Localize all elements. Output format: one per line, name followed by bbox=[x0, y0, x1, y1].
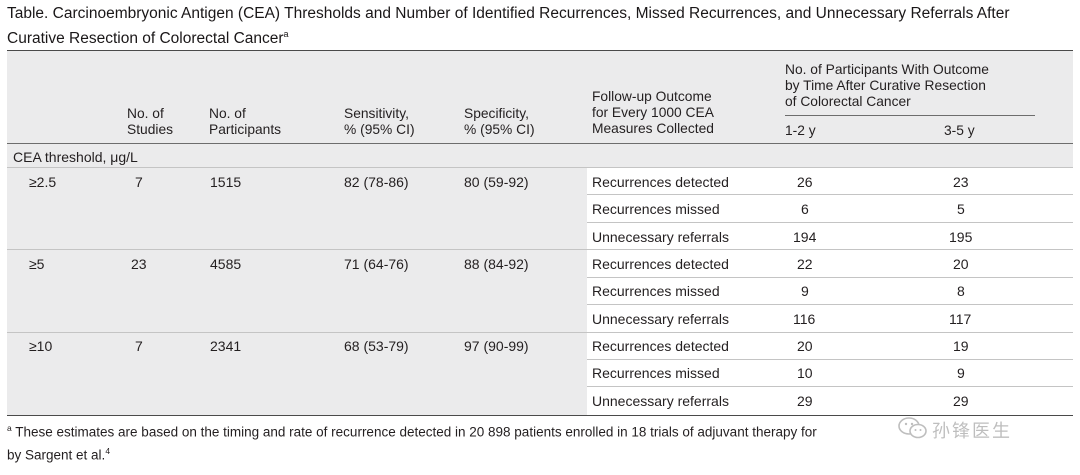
header-participants-line1: No. of bbox=[209, 106, 246, 121]
outcome-label: Recurrences missed bbox=[592, 365, 720, 381]
row-divider bbox=[587, 277, 1073, 278]
row-divider bbox=[587, 222, 1073, 223]
studies-cell: 23 bbox=[131, 256, 147, 272]
outcome-value-1-2y: 116 bbox=[793, 311, 816, 327]
outcome-value-1-2y: 29 bbox=[797, 393, 813, 409]
outcome-value-3-5y: 8 bbox=[957, 283, 965, 299]
row-divider bbox=[587, 304, 1073, 305]
header-time-3-5y: 3-5 y bbox=[944, 123, 975, 138]
header-specificity-line1: Specificity, bbox=[464, 106, 529, 121]
studies-cell: 7 bbox=[135, 338, 143, 354]
header-specificity-line2: % (95% CI) bbox=[464, 122, 535, 137]
header-specificity: Specificity, % (95% CI) bbox=[464, 106, 535, 138]
table-title-line2: Curative Resection of Colorectal Cancera bbox=[7, 24, 1067, 49]
title-footnote-marker: a bbox=[283, 29, 289, 39]
outcome-value-3-5y: 23 bbox=[953, 174, 969, 190]
header-outcome-line2: by Time After Curative Resection bbox=[785, 78, 986, 93]
header-outcome-line1: No. of Participants With Outcome bbox=[785, 62, 989, 77]
outcome-subheader-rule bbox=[785, 115, 1035, 116]
header-studies-line2: Studies bbox=[127, 122, 174, 137]
footnote-line1: a These estimates are based on the timin… bbox=[7, 419, 1067, 442]
outcome-value-1-2y: 6 bbox=[801, 201, 809, 217]
watermark-text: 孙锋医生 bbox=[932, 421, 1012, 441]
table-title: Table. Carcinoembryonic Antigen (CEA) Th… bbox=[7, 3, 1067, 49]
footnote-line2-text: by Sargent et al. bbox=[7, 447, 106, 462]
header-followup-line3: Measures Collected bbox=[592, 121, 714, 136]
group-divider-2 bbox=[7, 249, 1073, 250]
threshold-cell: ≥2.5 bbox=[29, 174, 57, 190]
threshold-cell: ≥10 bbox=[29, 338, 53, 354]
row-divider bbox=[587, 359, 1073, 360]
outcome-value-3-5y: 195 bbox=[949, 229, 973, 245]
participants-cell: 2341 bbox=[210, 338, 242, 354]
header-outcome-line3: of Colorectal Cancer bbox=[785, 94, 911, 109]
header-time-1-2y: 1-2 y bbox=[785, 123, 816, 138]
header-sensitivity-line2: % (95% CI) bbox=[344, 122, 415, 137]
outcome-value-3-5y: 29 bbox=[953, 393, 969, 409]
footnote-marker: a bbox=[7, 423, 12, 433]
section-label: CEA threshold, μg/L bbox=[13, 149, 138, 165]
outcome-value-3-5y: 117 bbox=[949, 311, 972, 327]
row-divider bbox=[587, 194, 1073, 195]
outcome-value-3-5y: 5 bbox=[957, 201, 965, 217]
specificity-cell: 88 (84-92) bbox=[464, 256, 529, 272]
outcome-value-3-5y: 20 bbox=[953, 256, 969, 272]
participants-cell: 1515 bbox=[210, 174, 242, 190]
specificity-cell: 80 (59-92) bbox=[464, 174, 529, 190]
outcome-value-1-2y: 26 bbox=[797, 174, 813, 190]
outcome-value-1-2y: 20 bbox=[797, 338, 813, 354]
outcome-label: Unnecessary referrals bbox=[592, 229, 729, 245]
sensitivity-cell: 71 (64-76) bbox=[344, 256, 409, 272]
threshold-cell: ≥5 bbox=[29, 256, 45, 272]
studies-cell: 7 bbox=[135, 174, 143, 190]
header-sensitivity: Sensitivity, % (95% CI) bbox=[344, 106, 415, 138]
outcome-value-3-5y: 19 bbox=[953, 338, 969, 354]
outcome-value-1-2y: 9 bbox=[801, 283, 809, 299]
group-divider-1 bbox=[7, 167, 1073, 168]
table-title-line2-text: Curative Resection of Colorectal Cancer bbox=[7, 30, 284, 48]
wechat-icon bbox=[898, 416, 928, 445]
outcome-label: Recurrences missed bbox=[592, 201, 720, 217]
footnote-line2: by Sargent et al.4 bbox=[7, 442, 1067, 465]
footnote-ref: 4 bbox=[105, 445, 111, 456]
group-divider-3 bbox=[7, 332, 1073, 333]
row-divider bbox=[587, 386, 1073, 387]
header-sensitivity-line1: Sensitivity, bbox=[344, 106, 409, 121]
sensitivity-cell: 82 (78-86) bbox=[344, 174, 409, 190]
outcome-value-1-2y: 22 bbox=[797, 256, 813, 272]
header-studies-line1: No. of bbox=[127, 106, 164, 121]
sensitivity-cell: 68 (53-79) bbox=[344, 338, 409, 354]
footnote-line1-text: These estimates are based on the timing … bbox=[15, 424, 817, 440]
outcome-value-3-5y: 9 bbox=[957, 365, 965, 381]
outcome-label: Recurrences detected bbox=[592, 338, 729, 354]
outcome-value-1-2y: 10 bbox=[797, 365, 813, 381]
outcome-value-1-2y: 194 bbox=[793, 229, 817, 245]
table-footnote: a These estimates are based on the timin… bbox=[7, 419, 1067, 464]
header-followup-line2: for Every 1000 CEA bbox=[592, 105, 714, 120]
watermark: 孙锋医生 bbox=[898, 416, 1012, 444]
outcome-label: Unnecessary referrals bbox=[592, 311, 729, 327]
outcome-label: Recurrences missed bbox=[592, 283, 720, 299]
outcome-label: Recurrences detected bbox=[592, 256, 729, 272]
participants-cell: 4585 bbox=[210, 256, 242, 272]
outcome-label: Recurrences detected bbox=[592, 174, 729, 190]
outcome-label: Unnecessary referrals bbox=[592, 393, 729, 409]
cea-table: No. of Studies No. of Participants Sensi… bbox=[7, 50, 1073, 416]
header-participants: No. of Participants bbox=[209, 106, 281, 138]
header-studies: No. of Studies bbox=[127, 106, 173, 138]
column-header-rule bbox=[7, 143, 1073, 144]
specificity-cell: 97 (90-99) bbox=[464, 338, 529, 354]
outcome-area bbox=[587, 167, 1073, 415]
table-title-line1: Table. Carcinoembryonic Antigen (CEA) Th… bbox=[7, 5, 1010, 22]
header-followup-line1: Follow-up Outcome bbox=[592, 89, 712, 104]
header-followup: Follow-up Outcome for Every 1000 CEA Mea… bbox=[592, 89, 714, 137]
header-outcome-group: No. of Participants With Outcome by Time… bbox=[785, 62, 989, 110]
header-participants-line2: Participants bbox=[209, 122, 282, 137]
